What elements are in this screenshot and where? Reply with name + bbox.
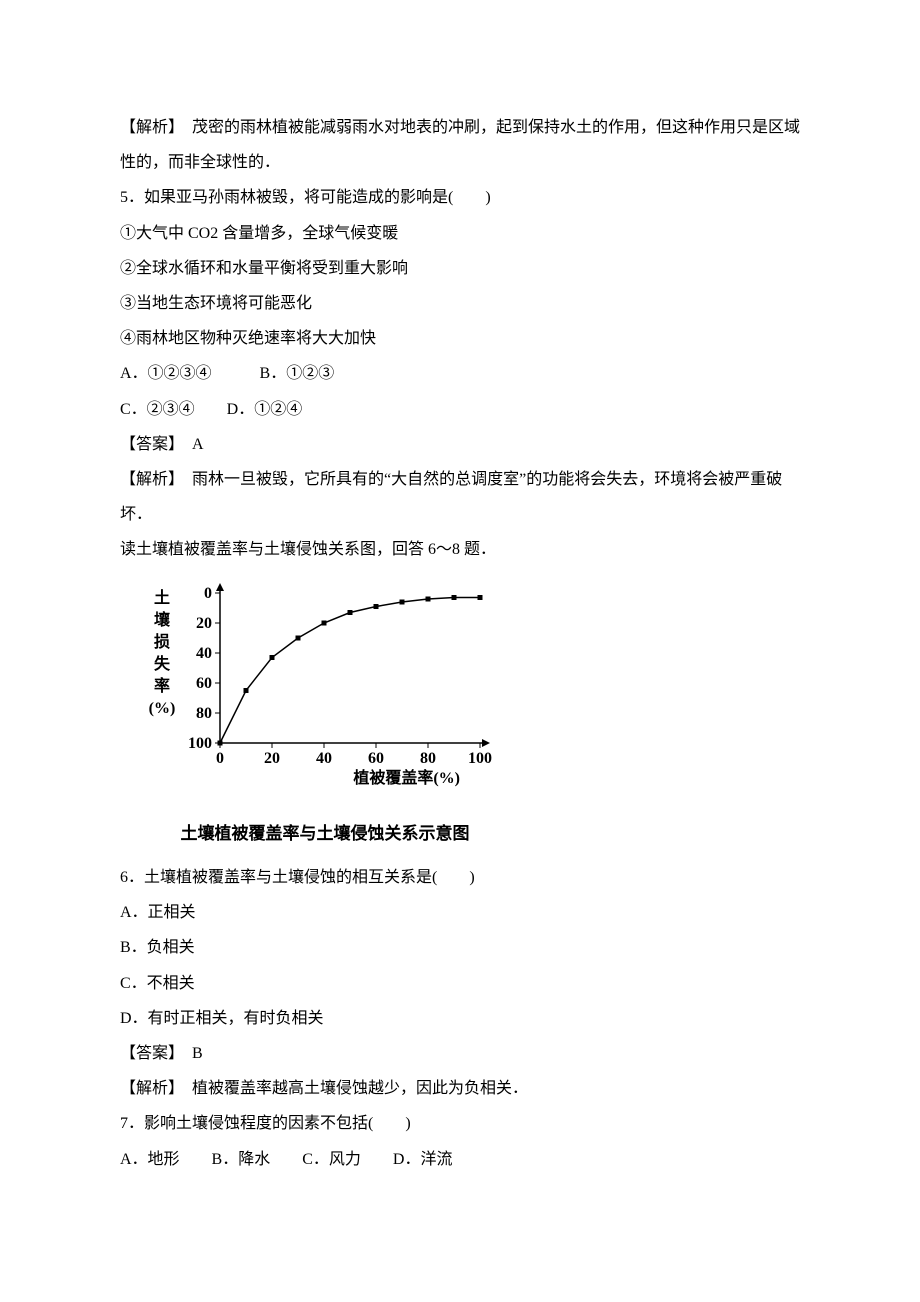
question-5: 5．如果亚马孙雨林被毁，将可能造成的影响是( ): [120, 180, 800, 215]
svg-text:损: 损: [154, 632, 170, 651]
q6-answer: 【答案】 B: [120, 1036, 800, 1071]
svg-text:60: 60: [196, 675, 212, 692]
svg-text:土: 土: [154, 588, 170, 607]
svg-text:60: 60: [368, 750, 384, 767]
svg-text:80: 80: [196, 705, 212, 722]
q6-choice-d: D．有时正相关，有时负相关: [120, 1001, 800, 1036]
svg-text:100: 100: [468, 750, 492, 767]
q7-choices: A．地形 B．降水 C．风力 D．洋流: [120, 1142, 800, 1177]
q5-option-4: ④雨林地区物种灭绝速率将大大加快: [120, 321, 800, 356]
q5-choice-ab: A．①②③④ B．①②③: [120, 356, 800, 391]
soil-erosion-chart: 0 20 40 60 80 100 植被覆盖率(%) 0 20 40 60 80 100 土壤损失率 (%): [120, 575, 530, 805]
svg-text:100: 100: [188, 735, 212, 752]
svg-text:失: 失: [154, 654, 171, 673]
chart-container: 0 20 40 60 80 100 植被覆盖率(%) 0 20 40 60 80 100 土壤损失率 (%)…: [120, 575, 800, 852]
q5-option-1: ①大气中 CO2 含量增多，全球气候变暖: [120, 216, 800, 251]
svg-text:40: 40: [316, 750, 332, 767]
chart-intro: 读土壤植被覆盖率与土壤侵蚀关系图，回答 6～8 题．: [120, 532, 800, 567]
question-7: 7．影响土壤侵蚀程度的因素不包括( ): [120, 1106, 800, 1141]
svg-text:率: 率: [154, 676, 170, 695]
q6-analysis: 【解析】 植被覆盖率越高土壤侵蚀越少，因此为负相关．: [120, 1071, 800, 1106]
q5-analysis: 【解析】 雨林一旦被毁，它所具有的“大自然的总调度室”的功能将会失去，环境将会被…: [120, 462, 800, 532]
question-6: 6．土壤植被覆盖率与土壤侵蚀的相互关系是( ): [120, 860, 800, 895]
svg-text:40: 40: [196, 645, 212, 662]
svg-text:0: 0: [204, 585, 212, 602]
q5-answer: 【答案】 A: [120, 427, 800, 462]
svg-text:壤: 壤: [154, 610, 171, 629]
svg-text:0: 0: [216, 750, 224, 767]
chart-caption: 土壤植被覆盖率与土壤侵蚀关系示意图: [120, 815, 530, 852]
q5-choice-cd: C．②③④ D．①②④: [120, 392, 800, 427]
q5-option-3: ③当地生态环境将可能恶化: [120, 286, 800, 321]
analysis-text: 【解析】 茂密的雨林植被能减弱雨水对地表的冲刷，起到保持水土的作用，但这种作用只…: [120, 110, 800, 180]
q6-choice-a: A．正相关: [120, 895, 800, 930]
svg-text:20: 20: [264, 750, 280, 767]
q5-option-2: ②全球水循环和水量平衡将受到重大影响: [120, 251, 800, 286]
svg-text:80: 80: [420, 750, 436, 767]
svg-text:(%): (%): [149, 700, 176, 717]
q6-choice-b: B．负相关: [120, 930, 800, 965]
q6-choice-c: C．不相关: [120, 966, 800, 1001]
svg-text:20: 20: [196, 615, 212, 632]
svg-text:植被覆盖率(%): 植被覆盖率(%): [352, 768, 460, 787]
document-page: 【解析】 茂密的雨林植被能减弱雨水对地表的冲刷，起到保持水土的作用，但这种作用只…: [0, 0, 920, 1237]
